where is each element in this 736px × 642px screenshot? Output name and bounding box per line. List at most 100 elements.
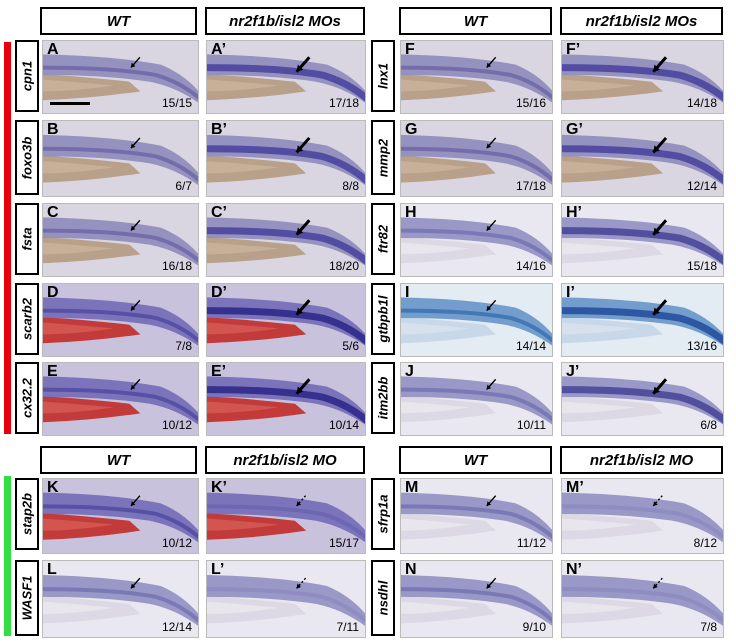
- panel-N-prime: N’ 7/8: [561, 560, 724, 638]
- expression-stripe: [401, 587, 552, 623]
- gene-label-nsdhl: nsdhl: [371, 560, 395, 636]
- embryo-trunk: [562, 575, 723, 626]
- expression-stripe: [401, 146, 552, 182]
- panel-I-prime: I’ 13/16: [561, 283, 724, 357]
- embryo-image: [207, 492, 365, 543]
- expression-stripe: [401, 504, 552, 540]
- embryo-trunk: [207, 492, 365, 543]
- header-wt-bottom-left: WT: [40, 446, 197, 474]
- panel-letter: C’: [211, 204, 227, 221]
- expression-stripe: [207, 307, 365, 345]
- expression-stripe: [207, 227, 365, 265]
- embryo-image: [562, 54, 723, 103]
- arrow-head: [486, 501, 492, 506]
- embryo-image: [43, 575, 198, 626]
- expression-stripe: [207, 504, 365, 540]
- panel-G-prime: G’ 12/14: [561, 120, 724, 197]
- expression-stripe: [207, 145, 365, 184]
- panel-H-prime: H’ 15/18: [561, 203, 724, 277]
- arrow-head: [653, 145, 660, 153]
- embryo-image: [401, 134, 552, 185]
- embryo-count: 6/7: [175, 179, 192, 193]
- embryo-image: [562, 575, 723, 626]
- gene-label-WASF1: WASF1: [15, 560, 39, 636]
- embryo-count: 16/18: [161, 259, 192, 273]
- header-wt-top-left: WT: [40, 7, 197, 35]
- expression-stripe: [43, 587, 198, 623]
- embryo-count: 15/15: [161, 96, 192, 110]
- panel-E: E 10/12: [42, 362, 199, 436]
- panel-A-prime: A’ 17/18: [206, 40, 366, 114]
- panel-letter: E’: [211, 363, 227, 380]
- embryo-count: 7/8: [175, 339, 192, 353]
- expression-stripe: [562, 386, 723, 424]
- embryo-image: [401, 217, 552, 266]
- panel-letter: J: [405, 363, 414, 380]
- panel-letter: C: [47, 204, 59, 221]
- arrow-head: [130, 225, 136, 231]
- embryo-image: [43, 54, 198, 103]
- panel-G: G 17/18: [400, 120, 553, 197]
- arrow-head: [653, 307, 660, 315]
- embryo-count: 8/12: [693, 536, 717, 550]
- gene-label-itm2bb: itm2bb: [371, 362, 395, 434]
- embryo-image: [43, 217, 198, 266]
- embryo-count: 6/8: [700, 418, 717, 432]
- panel-M: M 11/12: [400, 478, 553, 554]
- expression-stripe: [562, 64, 723, 102]
- embryo-count: 12/14: [161, 620, 192, 634]
- embryo-count: 8/8: [342, 179, 359, 193]
- panel-D: D 7/8: [42, 283, 199, 357]
- panel-letter: B’: [211, 121, 227, 138]
- embryo-image: [562, 492, 723, 543]
- embryo-count: 7/11: [336, 620, 359, 634]
- arrow-head: [296, 501, 301, 506]
- arrow-head: [130, 583, 136, 589]
- arrow-head: [653, 583, 658, 589]
- gene-label-gtbpb1l: gtbpb1l: [371, 283, 395, 355]
- embryo-image: [207, 297, 365, 346]
- embryo-image: [401, 54, 552, 103]
- expression-stripe: [207, 386, 365, 424]
- panel-letter: F’: [566, 41, 581, 58]
- arrow-head: [130, 62, 136, 68]
- embryo-image: [562, 217, 723, 266]
- header-mo-bottom-left: nr2f1b/isl2 MO: [205, 446, 365, 474]
- expression-stripe: [562, 227, 723, 265]
- expression-stripe: [43, 146, 198, 182]
- embryo-image: [207, 134, 365, 186]
- embryo-count: 7/8: [700, 620, 717, 634]
- expression-stripe: [43, 504, 198, 540]
- gene-label-cpn1: cpn1: [15, 40, 39, 112]
- embryo-image: [207, 575, 365, 626]
- embryo-image: [207, 54, 365, 103]
- panel-letter: M’: [566, 479, 584, 496]
- embryo-trunk: [401, 575, 552, 626]
- panel-letter: G: [405, 121, 418, 138]
- embryo-count: 17/18: [328, 96, 359, 110]
- header-mo-top-right: nr2f1b/isl2 MOs: [560, 7, 723, 35]
- embryo-count: 13/16: [686, 339, 717, 353]
- panel-letter: B: [47, 121, 59, 138]
- red-group-bar: [4, 42, 11, 434]
- arrow-head: [296, 145, 304, 153]
- gene-label-sfrp1a: sfrp1a: [371, 478, 395, 550]
- expression-stripe: [401, 228, 552, 263]
- panel-C-prime: C’ 18/20: [206, 203, 366, 277]
- embryo-image: [401, 492, 552, 543]
- scale-bar: [50, 102, 90, 105]
- arrow-head: [296, 227, 304, 235]
- gene-label-foxo3b: foxo3b: [15, 120, 39, 195]
- embryo-count: 10/12: [161, 536, 192, 550]
- arrow-head: [130, 384, 136, 390]
- panel-D-prime: D’ 5/6: [206, 283, 366, 357]
- embryo-count: 10/14: [328, 418, 359, 432]
- panel-letter: K: [47, 479, 59, 496]
- gene-label-mmp2: mmp2: [371, 120, 395, 195]
- panel-J: J 10/11: [400, 362, 553, 436]
- embryo-count: 18/20: [328, 259, 359, 273]
- panel-letter: A: [47, 41, 59, 58]
- embryo-image: [43, 297, 198, 346]
- arrow-head: [486, 143, 492, 149]
- arrow-head: [130, 501, 136, 506]
